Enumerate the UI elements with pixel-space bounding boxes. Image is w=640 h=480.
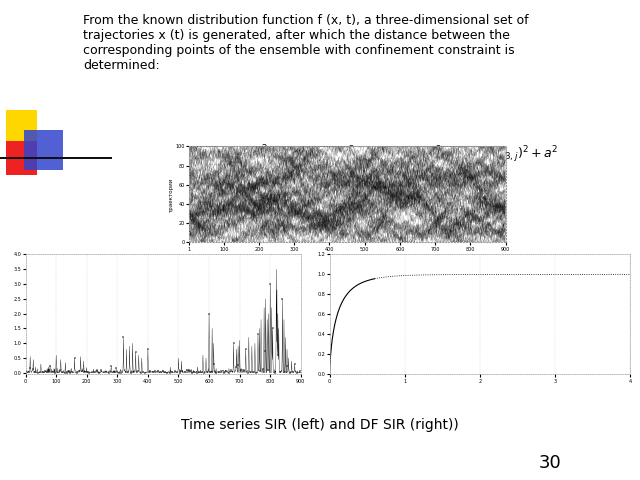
X-axis label: номер кдгк: номер кдгк — [331, 253, 364, 258]
Text: Time series SIR (left) and DF SIR (right)): Time series SIR (left) and DF SIR (right… — [181, 418, 459, 432]
Y-axis label: траектории: траектории — [169, 177, 174, 212]
Text: From the known distribution function f (x, t), a three-dimensional set of
trajec: From the known distribution function f (… — [83, 14, 529, 72]
Text: $f_{ij}^2 = (x_{1,i} - x_{1,j})^2 + (x_{2,i} - x_{2,j})^2 + (x_{3,i} - x_{3,j})^: $f_{ij}^2 = (x_{1,i} - x_{1,j})^2 + (x_{… — [256, 144, 558, 166]
Text: 30: 30 — [539, 454, 562, 471]
